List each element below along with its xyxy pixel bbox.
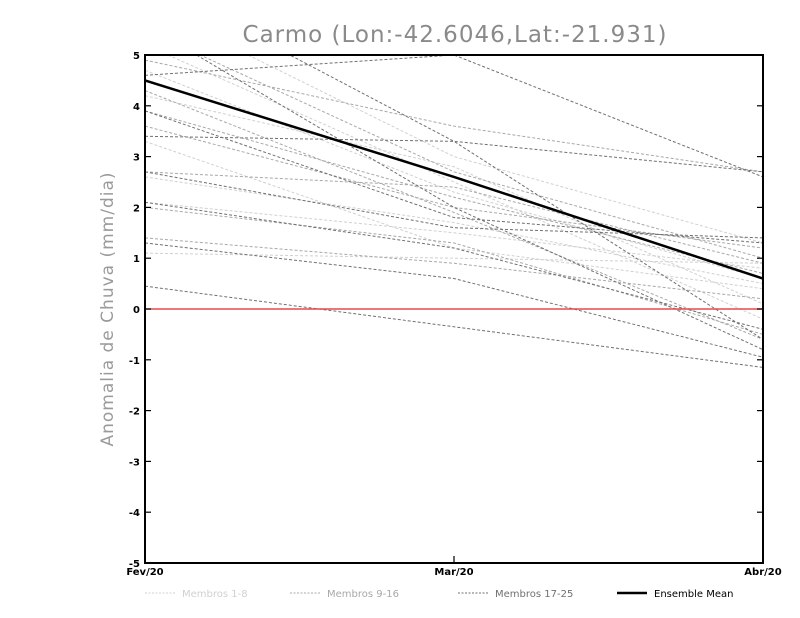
member-line-20 bbox=[145, 285, 763, 368]
y-tick-label: 4 bbox=[133, 102, 140, 113]
y-axis-label: Anomalia de Chuva (mm/dia) bbox=[98, 171, 118, 446]
ensemble-mean-line bbox=[145, 79, 763, 280]
legend-label-2: Membros 9-16 bbox=[327, 589, 399, 600]
member-line-1 bbox=[166, 55, 763, 320]
member-line-21 bbox=[145, 110, 763, 244]
member-line-9 bbox=[145, 59, 763, 173]
member-line-14 bbox=[145, 125, 763, 249]
chart-title: Carmo (Lon:-42.6046,Lat:-21.931) bbox=[243, 22, 668, 48]
member-line-12 bbox=[145, 237, 763, 300]
member-line-5 bbox=[145, 252, 763, 264]
y-tick-label: -2 bbox=[129, 407, 140, 418]
x-tick-label: Abr/20 bbox=[744, 567, 781, 578]
member-line-13 bbox=[198, 55, 763, 259]
x-tick-label: Fev/20 bbox=[126, 567, 163, 578]
series-layer bbox=[145, 55, 763, 368]
y-tick-label: 2 bbox=[133, 203, 140, 214]
member-line-15 bbox=[145, 171, 763, 264]
y-tick-label: -4 bbox=[129, 508, 140, 519]
y-tick-label: 3 bbox=[133, 153, 140, 164]
member-line-4 bbox=[145, 201, 763, 269]
y-tick-label: 1 bbox=[133, 254, 140, 265]
member-line-3 bbox=[145, 140, 763, 290]
member-line-17 bbox=[145, 55, 763, 178]
member-line-11 bbox=[145, 206, 763, 335]
legend-label-1: Membros 1-8 bbox=[182, 589, 248, 600]
member-line-16 bbox=[145, 90, 763, 340]
y-tick-label: 5 bbox=[133, 51, 140, 62]
legend-label-4: Ensemble Mean bbox=[654, 589, 733, 600]
member-line-25 bbox=[195, 55, 763, 351]
x-tick-label: Mar/20 bbox=[434, 567, 473, 578]
member-line-2 bbox=[145, 69, 763, 280]
member-line-7 bbox=[145, 95, 763, 305]
member-line-8 bbox=[145, 176, 763, 285]
legend-label-3: Membros 17-25 bbox=[495, 589, 573, 600]
member-line-24 bbox=[145, 171, 763, 239]
member-line-10 bbox=[145, 110, 763, 274]
mean-layer bbox=[145, 79, 763, 280]
y-tick-label: -3 bbox=[129, 457, 140, 468]
y-tick-label: -5 bbox=[129, 559, 140, 570]
legend: Membros 1-8 Membros 9-16 Membros 17-25 Ense… bbox=[145, 589, 733, 600]
member-line-22 bbox=[288, 55, 763, 173]
y-tick-label: -1 bbox=[129, 356, 140, 367]
member-line-23 bbox=[145, 242, 763, 358]
y-tick-label: 0 bbox=[133, 305, 140, 316]
